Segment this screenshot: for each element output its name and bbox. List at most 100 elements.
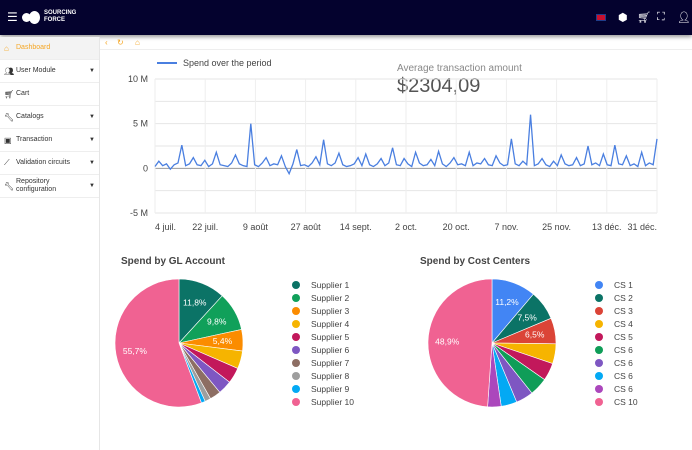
uk-flag-icon[interactable] <box>596 14 606 21</box>
legend-item[interactable]: CS 6 <box>595 356 638 369</box>
fullscreen-icon[interactable]: ⛶ <box>657 11 665 23</box>
y-tick-label: 5 M <box>133 119 148 129</box>
slice-label: 7,5% <box>517 312 537 322</box>
home-icon[interactable]: ⌂ <box>135 38 140 47</box>
pie-slice[interactable] <box>114 278 202 408</box>
legend-label: Supplier 1 <box>311 279 350 290</box>
legend-item[interactable]: Supplier 5 <box>292 330 354 343</box>
legend-swatch <box>292 280 300 289</box>
chevron-down-icon: ▼ <box>89 160 95 166</box>
sidebar-item-transaction[interactable]: ▣ Transaction ▼ <box>0 129 99 152</box>
legend-item[interactable]: Supplier 3 <box>292 304 354 317</box>
legend-item[interactable]: Supplier 4 <box>292 317 354 330</box>
legend-item[interactable]: CS 4 <box>595 317 638 330</box>
legend-label: Supplier 4 <box>311 318 350 329</box>
legend-item[interactable]: Supplier 7 <box>292 356 354 369</box>
cart-icon[interactable]: 🛒︎ <box>637 12 651 24</box>
legend-item[interactable]: CS 5 <box>595 330 638 343</box>
gl-legend: Supplier 1 Supplier 2 Supplier 3 Supplier 4… <box>292 278 354 408</box>
users-icon: 👥︎ <box>4 66 15 76</box>
chart-legend: Spend over the period <box>157 58 272 68</box>
y-tick-label: 0 <box>143 163 148 173</box>
legend-item[interactable]: CS 1 <box>595 278 638 291</box>
cc-pie-title: Spend by Cost Centers <box>420 256 531 267</box>
cart-icon: 🛒︎ <box>4 89 15 99</box>
legend-swatch <box>595 397 603 406</box>
legend-item[interactable]: Supplier 2 <box>292 291 354 304</box>
legend-label: Spend over the period <box>183 58 272 68</box>
x-tick-label: 13 déc. <box>592 222 622 232</box>
sidebar-item-user-module[interactable]: 👥︎ User Module ▼ <box>0 60 99 83</box>
gl-pie-title: Spend by GL Account <box>121 256 225 267</box>
legend-item[interactable]: Supplier 8 <box>292 369 354 382</box>
sidebar-item-label: Transaction <box>16 136 53 143</box>
slice-label: 9,8% <box>207 316 227 326</box>
legend-swatch <box>292 293 300 302</box>
sidebar-item-repository-configuration[interactable]: 🔧︎ Repository configuration ▼ <box>0 175 99 198</box>
slice-label: 11,2% <box>495 297 519 307</box>
sidebar-item-label: User Module <box>16 67 56 74</box>
wrench-icon: 🔧︎ <box>4 181 15 191</box>
refresh-icon[interactable]: ↻ <box>117 38 124 47</box>
legend-label: CS 5 <box>614 331 633 342</box>
gl-pie-chart: 11,8%9,8% 5,4% 55,7% <box>114 278 244 408</box>
legend-swatch <box>595 345 603 354</box>
x-tick-label: 7 nov. <box>494 222 518 232</box>
legend-label: Supplier 8 <box>311 370 350 381</box>
legend-item[interactable]: Supplier 1 <box>292 278 354 291</box>
trend-icon: ⟋ <box>4 158 10 167</box>
sidebar-item-label: Catalogs <box>16 113 44 120</box>
legend-label: CS 6 <box>614 344 633 355</box>
legend-item[interactable]: CS 6 <box>595 343 638 356</box>
x-tick-label: 27 août <box>291 222 322 232</box>
user-icon[interactable]: 👤︎ <box>677 12 691 24</box>
cc-legend: CS 1 CS 2 CS 3 CS 4 CS 5 CS 6 CS 6 CS 6 CS 6 CS 1… <box>595 278 638 408</box>
sidebar-item-validation-circuits[interactable]: ⟋ Validation circuits ▼ <box>0 152 99 175</box>
logo: SOURCING FORCE <box>22 10 84 24</box>
kpi-value: $2304,09 <box>397 75 481 97</box>
legend-item[interactable]: Supplier 6 <box>292 343 354 356</box>
spend-line <box>154 114 658 176</box>
wrench-icon: 🔧︎ <box>4 112 15 122</box>
legend-item[interactable]: Supplier 10 <box>292 395 354 408</box>
legend-label: CS 6 <box>614 370 633 381</box>
package-icon[interactable]: ⬢ <box>618 12 628 24</box>
legend-label: CS 6 <box>614 357 633 368</box>
sidebar-item-label: Repository configuration <box>16 178 57 193</box>
legend-label: Supplier 2 <box>311 292 350 303</box>
back-icon[interactable]: ‹ <box>105 38 108 47</box>
legend-label: CS 3 <box>614 305 633 316</box>
sidebar-item-cart[interactable]: 🛒︎ Cart <box>0 83 99 106</box>
sidebar-item-label: Dashboard <box>16 44 51 51</box>
x-tick-label: 25 nov. <box>542 222 571 232</box>
legend-item[interactable]: CS 3 <box>595 304 638 317</box>
legend-label: Supplier 6 <box>311 344 350 355</box>
chevron-down-icon: ▼ <box>89 114 95 120</box>
legend-swatch <box>292 371 300 380</box>
legend-swatch <box>595 384 603 393</box>
pie-slice[interactable] <box>427 278 493 408</box>
legend-label: CS 2 <box>614 292 633 303</box>
sidebar-item-catalogs[interactable]: 🔧︎ Catalogs ▼ <box>0 106 99 129</box>
legend-label: Supplier 9 <box>311 383 350 394</box>
legend-swatch <box>292 306 300 315</box>
legend-item[interactable]: Supplier 9 <box>292 382 354 395</box>
legend-swatch <box>595 306 603 315</box>
legend-item[interactable]: CS 10 <box>595 395 638 408</box>
sidebar: ⌂ Dashboard 👥︎ User Module ▼ 🛒︎ Cart 🔧︎ Catalogs… <box>0 37 100 450</box>
legend-swatch <box>595 358 603 367</box>
menu-icon[interactable]: ☰ <box>7 10 18 24</box>
slice-label: 48,9% <box>435 336 460 346</box>
legend-item[interactable]: CS 6 <box>595 382 638 395</box>
legend-swatch <box>595 332 603 341</box>
legend-item[interactable]: CS 2 <box>595 291 638 304</box>
x-tick-label: 2 oct. <box>395 222 417 232</box>
sidebar-item-dashboard[interactable]: ⌂ Dashboard <box>0 37 99 60</box>
legend-swatch <box>292 319 300 328</box>
legend-swatch <box>292 345 300 354</box>
legend-item[interactable]: CS 6 <box>595 369 638 382</box>
legend-label: CS 6 <box>614 383 633 394</box>
legend-label: CS 1 <box>614 279 633 290</box>
x-tick-label: 4 juil. <box>155 222 176 232</box>
calendar-icon: ▣ <box>4 135 12 145</box>
